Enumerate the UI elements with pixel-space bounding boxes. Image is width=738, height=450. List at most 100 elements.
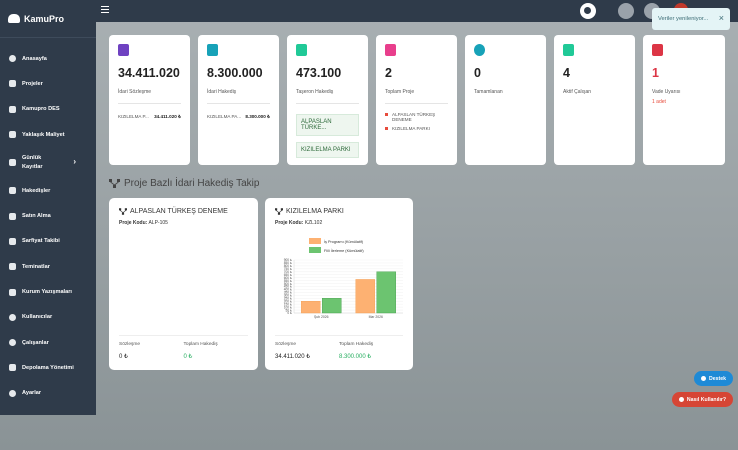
- hakedis-value: 8.300.000 ₺: [339, 354, 372, 360]
- sidebar-item-yaklasik-maliyet[interactable]: Yaklaşık Maliyet: [0, 122, 96, 147]
- y-tick-label: 700 ₺: [284, 270, 292, 274]
- stat-label: Aktif Çalışan: [563, 89, 592, 95]
- contract-value: 34.411.020 ₺: [275, 354, 311, 360]
- sidebar-item-teminatlar[interactable]: Teminatlar: [0, 254, 96, 279]
- box-icon: [9, 237, 16, 245]
- stat-value: 1: [652, 66, 659, 80]
- project-tag[interactable]: KIZILELMA PARKI: [296, 142, 359, 158]
- project-card-alpaslan: ALPASLAN TÜRKEŞ DENEME Proje Kodu: ALP-1…: [109, 198, 258, 370]
- y-tick-label: 600 ₺: [284, 276, 292, 280]
- list-item-label: ALPASLAN TÜRKEŞ DENEME: [392, 112, 436, 122]
- project-code: Proje Kodu: KZL102: [275, 220, 403, 226]
- sidebar-item-anasayfa[interactable]: Anasayfa: [0, 46, 96, 71]
- sidebar-item-kullanicilar[interactable]: Kullanıcılar: [0, 305, 96, 330]
- how-to-use-button[interactable]: Nasıl Kullanılır?: [672, 392, 733, 407]
- dark-mode-toggle-icon[interactable]: [580, 3, 596, 19]
- users-icon: [563, 44, 574, 56]
- breakdown-label: KIZILELMA PA...: [207, 114, 242, 119]
- stat-card-tamamlanan: 0 Tamamlanan: [465, 35, 546, 165]
- sidebar-item-kamupro-des[interactable]: Kamupro DES: [0, 97, 96, 122]
- y-tick-label: 100 ₺: [284, 305, 292, 309]
- project-code-value: KZL102: [304, 220, 323, 226]
- progress-bar-chart: İş Programı (Kümülatif) Fiili İlerleme (K…: [284, 238, 403, 319]
- brand[interactable]: KamuPro: [0, 0, 96, 38]
- stat-card-vade-uyarisi: 1 Vade Uyarısı 1 adet: [643, 35, 725, 165]
- sidebar-item-label: Depolama Yönetimi: [22, 364, 74, 371]
- hakedis-label: Toplam Hakediş: [183, 342, 218, 347]
- divider: [296, 103, 359, 104]
- bell-icon[interactable]: [618, 3, 634, 19]
- list-item: ALPASLAN TÜRKEŞ DENEME: [385, 112, 448, 122]
- stat-label: Vade Uyarısı: [652, 89, 681, 95]
- dashboard-icon: [9, 55, 16, 63]
- project-tag[interactable]: ALPASLAN TÜRKE...: [296, 114, 359, 136]
- shield-alert-icon: [652, 44, 663, 56]
- contract-value: 0 ₺: [119, 354, 128, 360]
- bar: [322, 298, 342, 314]
- x-tick-label: Mar 2026: [369, 315, 383, 319]
- legend-swatch: [309, 238, 321, 244]
- sidebar-item-projeler[interactable]: Projeler: [0, 71, 96, 96]
- y-tick-label: 0 ₺: [287, 311, 292, 315]
- stat-breakdown-row: KIZILELMA P... 34.411.020 ₺: [118, 114, 181, 120]
- calendar-icon: [9, 159, 16, 167]
- y-tick-label: 350 ₺: [284, 291, 292, 295]
- project-code-label: Proje Kodu:: [275, 220, 304, 226]
- project-summary: Sözleşme 0 ₺ Toplam Hakediş 0 ₺: [119, 335, 248, 360]
- project-list: ALPASLAN TÜRKEŞ DENEME KIZILELMA PARKI: [385, 112, 448, 131]
- stat-card-idari-hakedis: 8.300.000 İdari Hakediş KIZILELMA PA... 8…: [198, 35, 279, 165]
- sidebar-item-label: Ayarlar: [22, 390, 42, 397]
- robot-icon: [9, 105, 16, 113]
- shield-icon: [9, 263, 16, 271]
- legend-label: İş Programı (Kümülatif): [324, 239, 364, 244]
- cart-icon: [9, 212, 16, 220]
- section-title: Proje Bazlı İdari Hakediş Takip: [109, 178, 259, 189]
- sidebar-item-label: Projeler: [22, 80, 43, 87]
- y-tick-label: 50 ₺: [286, 308, 292, 312]
- y-tick-label: 300 ₺: [284, 294, 292, 298]
- project-summary: Sözleşme 34.411.020 ₺ Toplam Hakediş 8.300…: [275, 335, 403, 360]
- hakedis-value: 0 ₺: [183, 354, 193, 360]
- y-tick-label: 250 ₺: [284, 296, 292, 300]
- hdd-icon: [9, 364, 16, 372]
- y-tick-label: 200 ₺: [284, 299, 292, 303]
- question-icon: [678, 397, 684, 402]
- folder-icon: [385, 44, 396, 56]
- sidebar-item-ayarlar[interactable]: Ayarlar: [0, 381, 96, 406]
- sidebar-item-calisanlar[interactable]: Çalışanlar: [0, 330, 96, 355]
- legend-label: Fiili İlerleme (Kümülatif): [324, 248, 364, 253]
- sidebar-item-satin-alma[interactable]: Satın Alma: [0, 203, 96, 228]
- sidebar-item-gunluk-kayitlar[interactable]: Günlük Kayıtlar ›: [0, 147, 96, 178]
- cloud-logo-icon: [8, 14, 20, 23]
- how-to-use-button-label: Nasıl Kullanılır?: [686, 396, 727, 403]
- sidebar-item-kurum-yazismalari[interactable]: Kurum Yazışmaları: [0, 279, 96, 304]
- calculator-icon: [9, 131, 16, 139]
- sitemap-icon: [119, 208, 127, 215]
- project-title: ALPASLAN TÜRKEŞ DENEME: [119, 208, 248, 215]
- divider: [385, 103, 448, 104]
- stat-label: Taşeron Hakediş: [296, 89, 334, 95]
- user-icon: [9, 313, 16, 321]
- sidebar-item-depolama-yonetimi[interactable]: Depolama Yönetimi: [0, 355, 96, 380]
- divider: [207, 103, 270, 104]
- section-title-text: Proje Bazlı İdari Hakediş Takip: [124, 178, 260, 189]
- sidebar-item-sarfiyat-takibi[interactable]: Sarfiyat Takibi: [0, 229, 96, 254]
- sidebar-item-hakedisler[interactable]: Hakedişler: [0, 178, 96, 203]
- close-icon[interactable]: ×: [718, 13, 724, 23]
- sidebar-item-label: Hakedişler: [22, 187, 51, 194]
- project-title-text: ALPASLAN TÜRKEŞ DENEME: [130, 208, 228, 215]
- breakdown-value: 8.300.000 ₺: [245, 114, 270, 119]
- x-tick-label: Şub 2026: [314, 315, 329, 319]
- y-tick-label: 400 ₺: [284, 288, 292, 292]
- gear-icon: [9, 389, 16, 397]
- support-button[interactable]: Destek: [694, 371, 733, 386]
- bar: [355, 279, 375, 314]
- toast-text: Veriler yenileniyor...: [658, 16, 709, 22]
- sidebar: KamuPro Anasayfa Projeler Kamupro DES Ya…: [0, 0, 96, 415]
- legend-swatch: [309, 247, 321, 253]
- list-item: KIZILELMA PARKI: [385, 126, 448, 131]
- support-button-label: Destek: [708, 375, 726, 382]
- y-tick-label: 550 ₺: [284, 279, 292, 283]
- menu-toggle-icon[interactable]: [101, 6, 109, 13]
- stat-card-taseron-hakedis: 473.100 Taşeron Hakediş ALPASLAN TÜRKE..…: [287, 35, 368, 165]
